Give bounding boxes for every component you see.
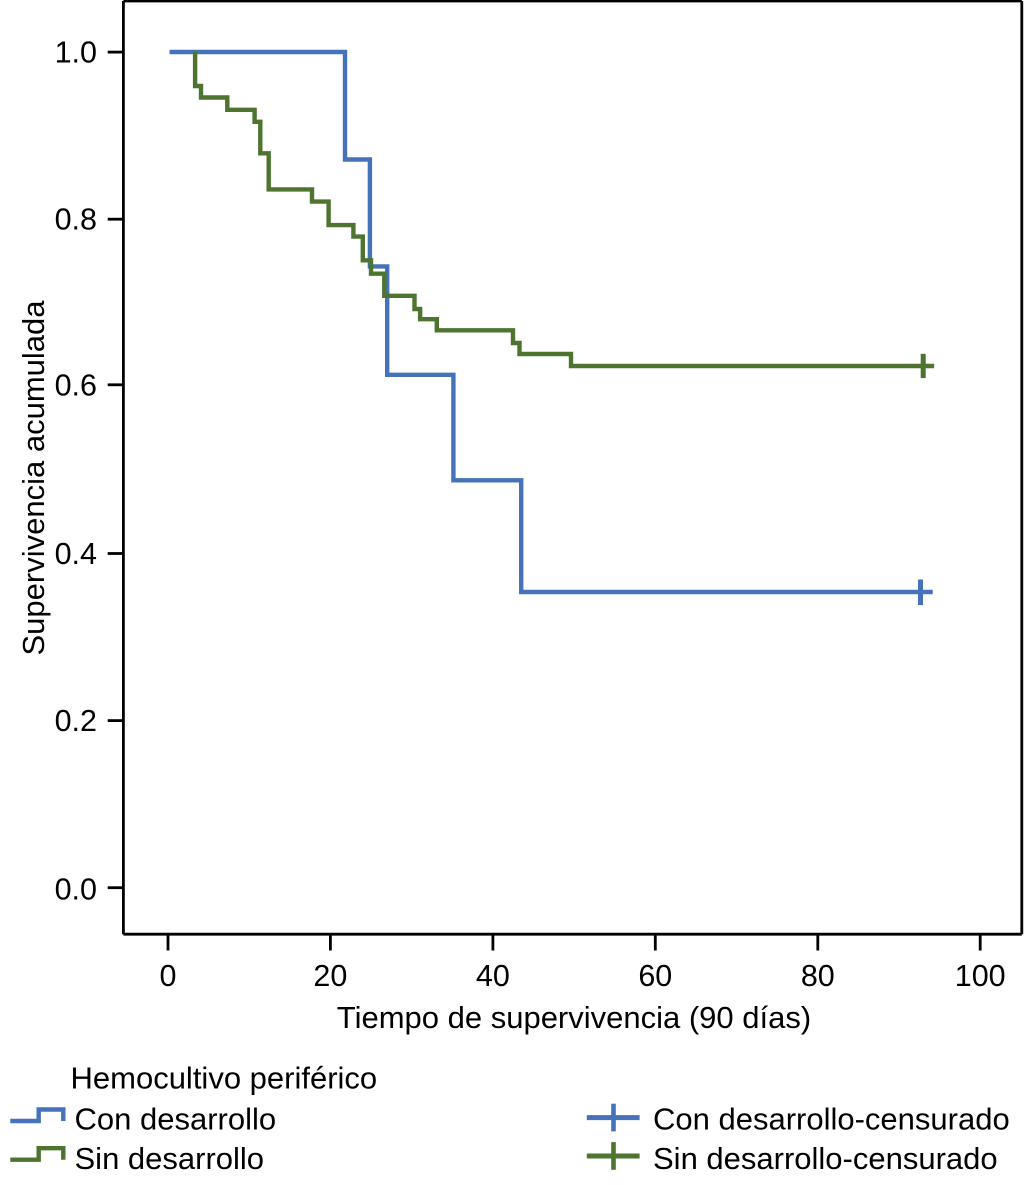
svg-text:20: 20: [313, 959, 347, 993]
svg-text:Sin desarrollo-censurado: Sin desarrollo-censurado: [653, 1141, 998, 1176]
svg-text:Tiempo de supervivencia (90 dí: Tiempo de supervivencia (90 días): [337, 1000, 811, 1035]
svg-text:0.6: 0.6: [55, 368, 97, 402]
svg-text:100: 100: [955, 959, 1006, 993]
svg-text:0.8: 0.8: [55, 203, 97, 237]
svg-text:1.0: 1.0: [55, 36, 97, 70]
svg-text:Supervivencia acumulada: Supervivencia acumulada: [16, 300, 51, 656]
svg-text:0.2: 0.2: [55, 704, 97, 738]
svg-text:0.0: 0.0: [55, 873, 97, 907]
svg-text:40: 40: [476, 959, 510, 993]
svg-text:Sin desarrollo: Sin desarrollo: [75, 1141, 265, 1176]
svg-text:Hemocultivo periférico: Hemocultivo periférico: [71, 1061, 378, 1096]
svg-text:80: 80: [801, 959, 835, 993]
svg-text:0.4: 0.4: [55, 537, 97, 571]
svg-text:Con desarrollo-censurado: Con desarrollo-censurado: [653, 1102, 1010, 1137]
svg-text:0: 0: [160, 959, 177, 993]
svg-text:Con desarrollo: Con desarrollo: [75, 1102, 277, 1137]
svg-text:60: 60: [638, 959, 672, 993]
